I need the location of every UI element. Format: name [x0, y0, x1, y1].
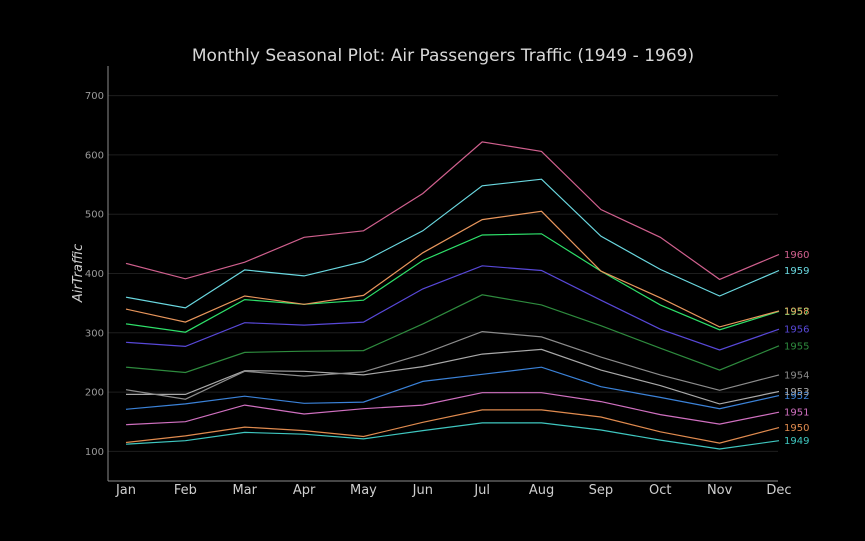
series-label-1951: 1951	[784, 408, 809, 419]
y-tick-label: 200	[85, 388, 104, 399]
series-line-1955	[125, 294, 780, 374]
y-tick-label: 300	[85, 328, 104, 339]
x-tick-label: Dec	[766, 483, 791, 498]
x-tick-labels: Jan Feb Mar Apr May Jun Jul Aug Sep Oct Nov Dec	[115, 483, 792, 498]
series-line-1958	[125, 210, 780, 328]
y-tick-labels: 100 200 300 400 500 600 700	[85, 91, 104, 458]
y-axis-label: AirTraffic	[71, 244, 86, 303]
y-tick-label: 500	[85, 210, 104, 221]
x-tick-label: Mar	[232, 483, 257, 498]
series-label-1950: 1950	[784, 423, 809, 434]
series-line-1957	[125, 233, 780, 333]
series-label-1956: 1956	[784, 325, 809, 336]
x-tick-label: Feb	[174, 483, 197, 498]
y-tick-label: 400	[85, 269, 104, 280]
series-group	[125, 141, 780, 450]
x-tick-label: Nov	[707, 483, 733, 498]
series-label-1957: 1957	[784, 307, 809, 318]
x-tick-label: Apr	[293, 483, 316, 498]
x-tick-label: Jun	[412, 483, 433, 498]
x-tick-label: Jul	[473, 483, 490, 498]
series-label-1952: 1952	[784, 391, 809, 402]
y-tick-label: 100	[85, 447, 104, 458]
series-line-1959	[125, 178, 780, 309]
y-tick-label: 600	[85, 150, 104, 161]
x-tick-label: Oct	[649, 483, 671, 498]
series-line-1954	[125, 330, 780, 400]
series-line-1953	[126, 348, 780, 405]
x-tick-label: Sep	[589, 483, 614, 498]
series-line-1951	[125, 392, 780, 426]
series-label-1955: 1955	[784, 341, 809, 352]
series-label-1953: 1953	[784, 387, 809, 398]
x-tick-label: Aug	[529, 483, 554, 498]
series-line-1956	[125, 265, 780, 351]
series-line-1960	[125, 141, 780, 281]
series-label-1949: 1949	[784, 436, 809, 447]
chart-title: Monthly Seasonal Plot: Air Passengers Tr…	[192, 46, 694, 66]
series-line-1952	[125, 366, 780, 410]
series-line-1950	[125, 409, 780, 444]
series-label-1959: 1959	[784, 266, 809, 277]
y-tick-label: 700	[85, 91, 104, 102]
series-label-1958: 1958	[784, 306, 809, 317]
grid-lines	[108, 95, 778, 452]
series-label-1954: 1954	[784, 370, 809, 381]
series-line-1949	[125, 422, 780, 450]
series-label-1960: 1960	[784, 250, 809, 261]
x-tick-label: May	[350, 483, 377, 498]
x-tick-label: Jan	[115, 483, 136, 498]
